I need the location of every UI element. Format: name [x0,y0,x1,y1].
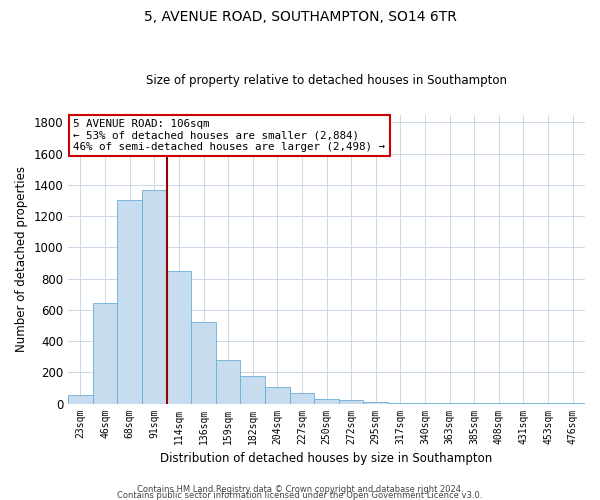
Bar [388,403,413,404]
Bar [241,376,265,404]
Bar [68,395,93,404]
Bar [93,303,118,404]
Bar [314,399,339,404]
Text: Contains HM Land Registry data © Crown copyright and database right 2024.: Contains HM Land Registry data © Crown c… [137,484,463,494]
Bar [339,400,364,404]
Bar [118,200,142,404]
Text: 5, AVENUE ROAD, SOUTHAMPTON, SO14 6TR: 5, AVENUE ROAD, SOUTHAMPTON, SO14 6TR [143,10,457,24]
X-axis label: Distribution of detached houses by size in Southampton: Distribution of detached houses by size … [160,452,493,465]
Bar [167,271,191,404]
Y-axis label: Number of detached properties: Number of detached properties [15,166,28,352]
Bar [216,360,241,404]
Bar [290,394,314,404]
Text: 5 AVENUE ROAD: 106sqm
← 53% of detached houses are smaller (2,884)
46% of semi-d: 5 AVENUE ROAD: 106sqm ← 53% of detached … [73,119,385,152]
Bar [364,402,388,404]
Text: Contains public sector information licensed under the Open Government Licence v3: Contains public sector information licen… [118,490,482,500]
Bar [142,190,167,404]
Bar [191,322,216,404]
Bar [265,387,290,404]
Title: Size of property relative to detached houses in Southampton: Size of property relative to detached ho… [146,74,507,87]
